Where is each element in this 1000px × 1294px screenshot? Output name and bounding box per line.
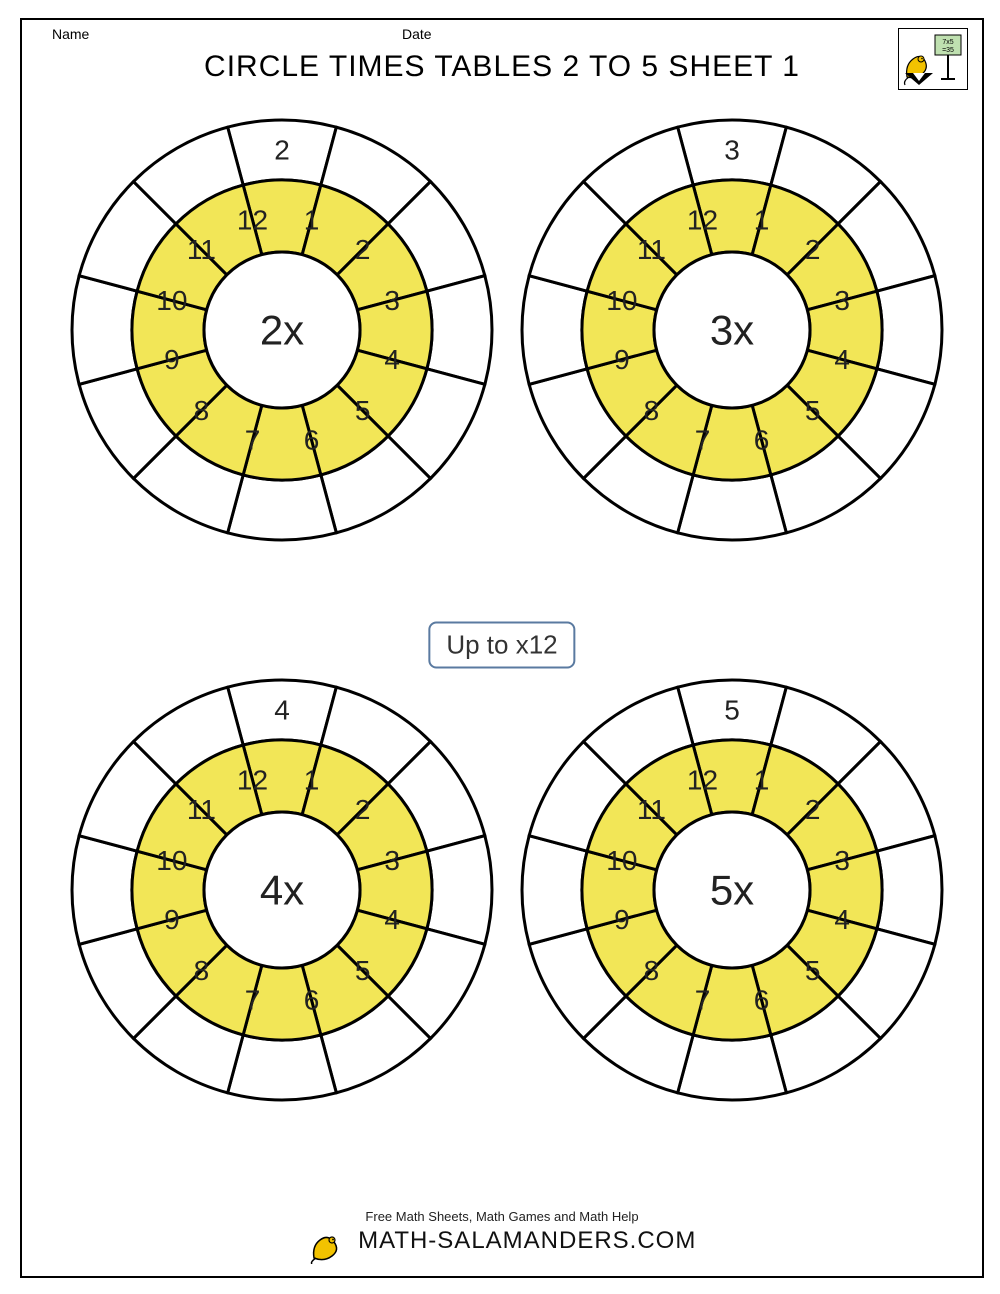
inner-label: 9	[164, 904, 180, 935]
inner-label: 3	[384, 285, 400, 316]
salamander-logo-icon: 7x5 =35	[898, 28, 968, 90]
inner-label: 5	[805, 395, 821, 426]
inner-label: 12	[687, 764, 718, 795]
outer-label: 4	[274, 695, 290, 726]
footer-site-row: MATH-SALAMANDERS.COM	[22, 1224, 982, 1264]
outer-segment	[678, 475, 787, 540]
wheel-5x: 12345678910111255x	[512, 670, 952, 1110]
inner-label: 5	[355, 955, 371, 986]
outer-segment	[522, 836, 587, 945]
inner-label: 1	[304, 764, 320, 795]
inner-label: 1	[304, 204, 320, 235]
wheel-2x: 12345678910111222x	[62, 110, 502, 550]
date-label: Date	[402, 26, 432, 42]
footer-logo-icon	[308, 1224, 348, 1264]
svg-text:7x5: 7x5	[942, 39, 953, 46]
inner-label: 3	[384, 845, 400, 876]
inner-label: 10	[606, 285, 637, 316]
inner-label: 11	[187, 234, 216, 265]
inner-label: 1	[754, 204, 770, 235]
inner-label: 7	[245, 425, 261, 456]
inner-label: 6	[754, 425, 770, 456]
worksheet-page: Name Date CIRCLE TIMES TABLES 2 TO 5 SHE…	[20, 18, 984, 1278]
inner-label: 2	[805, 234, 821, 265]
outer-segment	[427, 836, 492, 945]
outer-segment	[427, 276, 492, 385]
center-label: 5x	[710, 867, 754, 914]
page-title: CIRCLE TIMES TABLES 2 TO 5 SHEET 1	[22, 50, 982, 84]
inner-label: 2	[355, 794, 371, 825]
outer-segment	[877, 276, 942, 385]
inner-label: 8	[644, 395, 660, 426]
inner-label: 7	[695, 425, 711, 456]
inner-label: 4	[384, 344, 400, 375]
outer-segment	[72, 836, 137, 945]
inner-label: 12	[687, 204, 718, 235]
inner-label: 10	[606, 845, 637, 876]
wheel-3x: 12345678910111233x	[512, 110, 952, 550]
inner-label: 8	[194, 395, 210, 426]
inner-label: 3	[834, 285, 850, 316]
inner-label: 4	[384, 904, 400, 935]
inner-label: 11	[637, 794, 666, 825]
footer: Free Math Sheets, Math Games and Math He…	[22, 1209, 982, 1264]
wheels-grid: Up to x12 12345678910111222x123456789101…	[42, 100, 962, 1210]
outer-segment	[877, 836, 942, 945]
name-label: Name	[52, 26, 89, 42]
center-badge: Up to x12	[428, 622, 575, 669]
inner-label: 10	[156, 285, 187, 316]
footer-site: MATH-SALAMANDERS.COM	[358, 1227, 696, 1254]
outer-segment	[522, 276, 587, 385]
inner-label: 12	[237, 764, 268, 795]
center-label: 4x	[260, 867, 304, 914]
outer-segment	[228, 1035, 337, 1100]
inner-label: 11	[637, 234, 666, 265]
inner-label: 5	[355, 395, 371, 426]
inner-label: 7	[695, 985, 711, 1016]
inner-label: 6	[304, 985, 320, 1016]
outer-label: 5	[724, 695, 740, 726]
inner-label: 7	[245, 985, 261, 1016]
wheel-4x: 12345678910111244x	[62, 670, 502, 1110]
inner-label: 10	[156, 845, 187, 876]
outer-segment	[72, 276, 137, 385]
center-label: 3x	[710, 307, 754, 354]
outer-label: 2	[274, 135, 290, 166]
footer-tagline: Free Math Sheets, Math Games and Math He…	[22, 1209, 982, 1224]
inner-label: 4	[834, 904, 850, 935]
outer-segment	[678, 1035, 787, 1100]
center-label: 2x	[260, 307, 304, 354]
inner-label: 2	[805, 794, 821, 825]
inner-label: 1	[754, 764, 770, 795]
outer-segment	[228, 475, 337, 540]
inner-label: 8	[644, 955, 660, 986]
inner-label: 11	[187, 794, 216, 825]
inner-label: 12	[237, 204, 268, 235]
inner-label: 2	[355, 234, 371, 265]
inner-label: 3	[834, 845, 850, 876]
svg-text:=35: =35	[942, 47, 954, 54]
inner-label: 6	[754, 985, 770, 1016]
inner-label: 5	[805, 955, 821, 986]
inner-label: 4	[834, 344, 850, 375]
inner-label: 9	[614, 904, 630, 935]
outer-label: 3	[724, 135, 740, 166]
inner-label: 9	[164, 344, 180, 375]
inner-label: 6	[304, 425, 320, 456]
inner-label: 8	[194, 955, 210, 986]
inner-label: 9	[614, 344, 630, 375]
